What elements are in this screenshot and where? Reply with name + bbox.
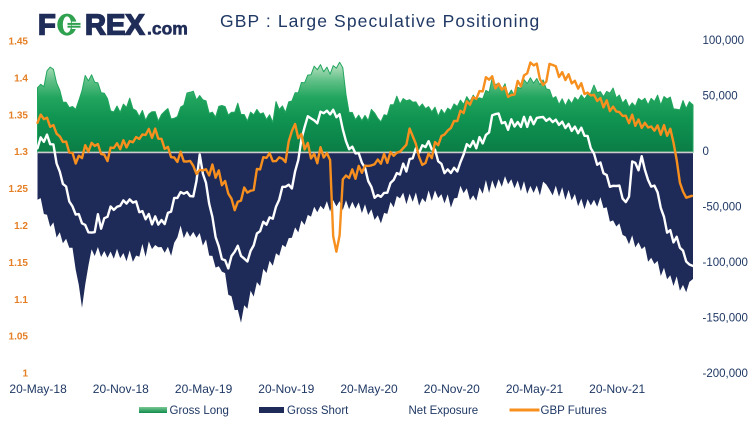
svg-text:0: 0 <box>703 146 709 158</box>
svg-text:100,000: 100,000 <box>703 35 745 47</box>
svg-text:1.1: 1.1 <box>14 295 28 306</box>
svg-text:1.4: 1.4 <box>14 73 28 84</box>
svg-text:20-Nov-20: 20-Nov-20 <box>424 382 480 396</box>
svg-text:-150,000: -150,000 <box>703 313 748 325</box>
svg-text:Gross Short: Gross Short <box>287 405 349 417</box>
svg-text:20-Nov-21: 20-Nov-21 <box>589 382 645 396</box>
svg-text:.com: .com <box>147 19 188 39</box>
svg-text:20-Nov-19: 20-Nov-19 <box>258 382 314 396</box>
svg-text:-50,000: -50,000 <box>703 202 742 214</box>
svg-text:1.45: 1.45 <box>9 37 29 48</box>
svg-text:GBP : Large Speculative Positi: GBP : Large Speculative Positioning <box>220 11 540 31</box>
svg-text:F: F <box>38 10 56 42</box>
svg-text:20-Nov-18: 20-Nov-18 <box>93 382 149 396</box>
svg-text:20-May-18: 20-May-18 <box>9 382 67 396</box>
svg-text:GBP Futures: GBP Futures <box>541 405 608 417</box>
svg-text:1.3: 1.3 <box>14 147 28 158</box>
svg-text:Gross Long: Gross Long <box>170 405 229 417</box>
svg-text:20-May-21: 20-May-21 <box>506 382 564 396</box>
svg-text:1: 1 <box>22 369 28 380</box>
svg-text:1.2: 1.2 <box>14 221 28 232</box>
svg-text:50,000: 50,000 <box>703 91 738 103</box>
svg-text:20-May-20: 20-May-20 <box>340 382 398 396</box>
svg-text:Net Exposure: Net Exposure <box>409 405 479 417</box>
svg-text:20-May-19: 20-May-19 <box>175 382 233 396</box>
svg-text:1.25: 1.25 <box>9 184 29 195</box>
svg-text:1.15: 1.15 <box>9 258 29 269</box>
svg-text:-100,000: -100,000 <box>703 257 748 269</box>
svg-text:1.35: 1.35 <box>9 110 29 121</box>
svg-text:1.05: 1.05 <box>9 332 29 343</box>
svg-text:-200,000: -200,000 <box>703 368 748 380</box>
svg-text:REX: REX <box>85 10 145 42</box>
